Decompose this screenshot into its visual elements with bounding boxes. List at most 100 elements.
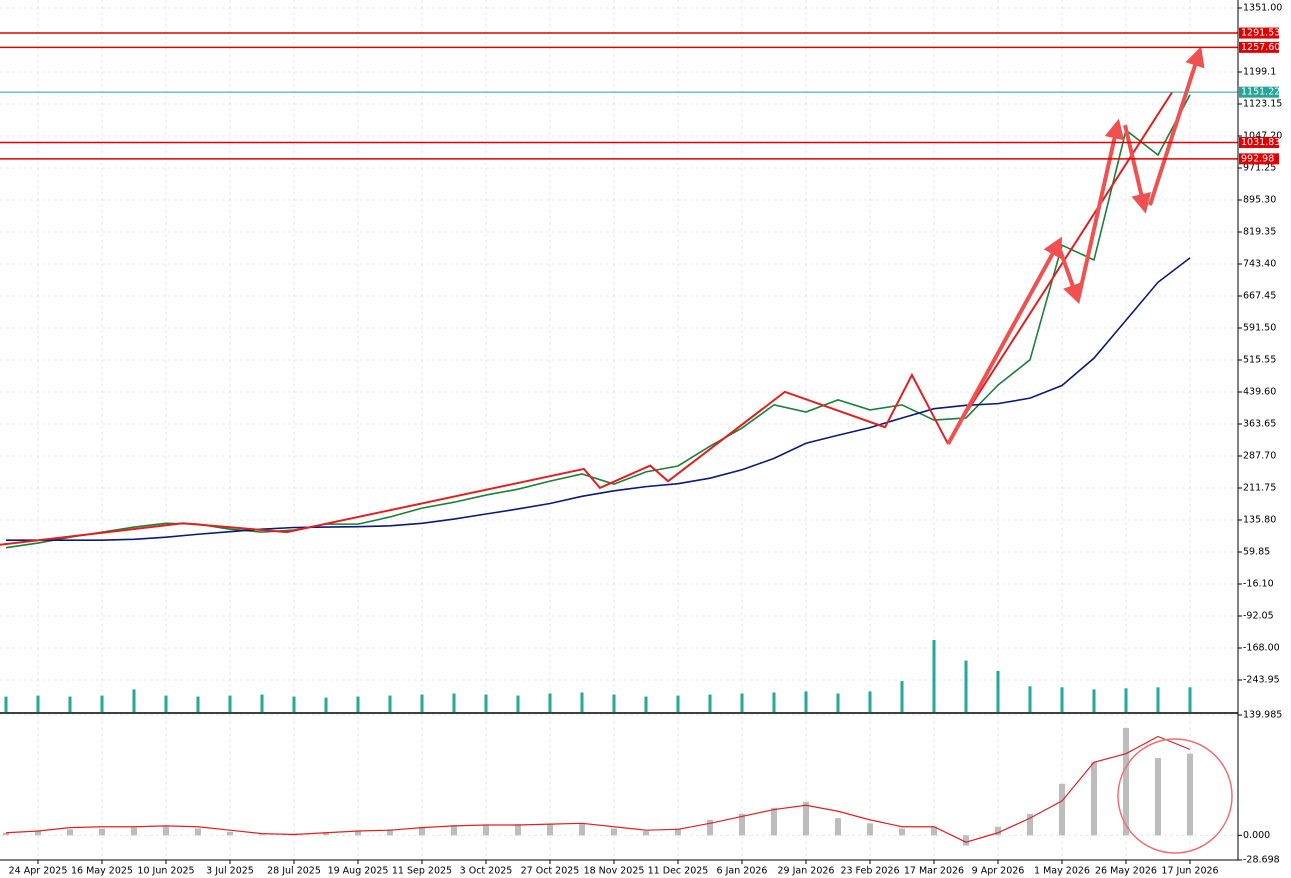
volume-bar [580, 692, 584, 712]
x-tick-label: 28 Jul 2025 [267, 866, 321, 877]
volume-bar [292, 696, 296, 712]
histogram-bar [1027, 813, 1033, 836]
volume-bar [1060, 687, 1064, 712]
volume-bar [772, 692, 776, 712]
histogram-bar [323, 831, 329, 836]
volume-bar [836, 693, 840, 712]
volume-bar [1124, 688, 1128, 712]
volume-bar [868, 691, 872, 712]
histogram-bar [99, 828, 105, 836]
trend-arrow [1076, 118, 1125, 301]
trend-arrow [1148, 46, 1205, 206]
volume-bar [900, 681, 904, 712]
volume-bar [260, 694, 264, 712]
histogram-bar [931, 826, 937, 836]
y-tick-label: 139.985 [1243, 710, 1282, 721]
volume-bar [1028, 686, 1032, 712]
histogram-bar [1123, 727, 1129, 836]
price-level-tag [1239, 136, 1279, 148]
trend-arrow [1123, 124, 1151, 214]
volume-bar [388, 695, 392, 712]
y-tick-label: 1047.20 [1243, 131, 1282, 142]
volume-bar [804, 691, 808, 712]
histogram-bar [1155, 757, 1161, 836]
volume-bar [612, 694, 616, 712]
y-tick-label: 287.70 [1243, 451, 1276, 462]
y-tick-label: 1351.00 [1243, 3, 1282, 14]
volume-bar [1156, 687, 1160, 712]
histogram-bar [419, 826, 425, 836]
volume-bar [324, 697, 328, 712]
y-tick-label: -168.00 [1243, 643, 1280, 654]
histogram-bar [547, 824, 553, 836]
x-tick-label: 29 Jan 2026 [778, 866, 835, 877]
histogram-bar [739, 813, 745, 836]
volume-bar [452, 693, 456, 712]
volume-bar [740, 693, 744, 712]
price-level-label: 1257.60 [1241, 42, 1280, 53]
histogram-bar [963, 835, 969, 846]
histogram-bar [483, 825, 489, 836]
y-tick-label: 1199.1 [1243, 67, 1276, 78]
x-tick-label: 6 Jan 2026 [717, 866, 768, 877]
x-tick-label: 3 Oct 2025 [460, 866, 513, 877]
histogram-bar [771, 807, 777, 836]
histogram-bar [35, 831, 41, 836]
histogram-bar [803, 801, 809, 836]
x-tick-label: 16 May 2025 [71, 866, 133, 877]
volume-bar [100, 695, 104, 712]
x-tick-label: 17 Jun 2026 [1161, 866, 1218, 877]
histogram-bar [995, 826, 1001, 836]
volume-bar [1092, 689, 1096, 712]
x-tick-label: 18 Nov 2025 [584, 866, 645, 877]
trend-arrow [946, 236, 1063, 446]
x-tick-label: 23 Feb 2026 [840, 866, 899, 877]
volume-bar [164, 695, 168, 712]
histogram-bar [195, 828, 201, 836]
y-tick-label: 895.30 [1243, 195, 1276, 206]
histogram-bar [451, 825, 457, 836]
y-tick-label: 743.40 [1243, 259, 1276, 270]
volume-bar [4, 696, 8, 712]
y-tick-label: -92.05 [1243, 611, 1274, 622]
volume-bar [228, 695, 232, 712]
highlight-circle [1117, 738, 1233, 854]
volume-bar [68, 696, 72, 712]
x-tick-label: 1 May 2026 [1034, 866, 1090, 877]
histogram-bar [643, 831, 649, 836]
volume-bar [548, 693, 552, 712]
price-level-label: 1151.22 [1241, 87, 1280, 98]
volume-bar [132, 689, 136, 712]
price-level-label: 1031.83 [1241, 137, 1280, 148]
histogram-bar [611, 828, 617, 836]
x-tick-label: 11 Dec 2025 [648, 866, 709, 877]
trend-arrow [1058, 249, 1083, 305]
volume-bar [964, 660, 968, 712]
histogram-bar [675, 828, 681, 836]
price-level-tag [1239, 27, 1279, 39]
volume-bar [420, 694, 424, 712]
y-tick-label: 59.85 [1243, 547, 1270, 558]
histogram-bar [163, 826, 169, 836]
histogram-bar [835, 818, 841, 836]
x-tick-label: 10 Jun 2025 [137, 866, 194, 877]
price-level-tag [1239, 41, 1279, 53]
histogram-bar [3, 832, 9, 836]
price-level-label: 1291.53 [1241, 28, 1280, 39]
histogram-bar [355, 831, 361, 836]
y-tick-label: 515.55 [1243, 355, 1276, 366]
x-tick-label: 19 Aug 2025 [328, 866, 389, 877]
y-tick-label: 135.80 [1243, 515, 1276, 526]
volume-bar [36, 695, 40, 712]
signal-line [5, 735, 1191, 843]
y-tick-label: 363.65 [1243, 419, 1276, 430]
volume-bar [644, 696, 648, 712]
x-tick-label: 9 Apr 2026 [972, 866, 1025, 877]
volume-bar [932, 640, 936, 712]
price-level-tag [1239, 153, 1279, 165]
y-tick-label: 1123.15 [1243, 99, 1282, 110]
histogram-bar [579, 823, 585, 836]
histogram-bar [1187, 753, 1193, 836]
